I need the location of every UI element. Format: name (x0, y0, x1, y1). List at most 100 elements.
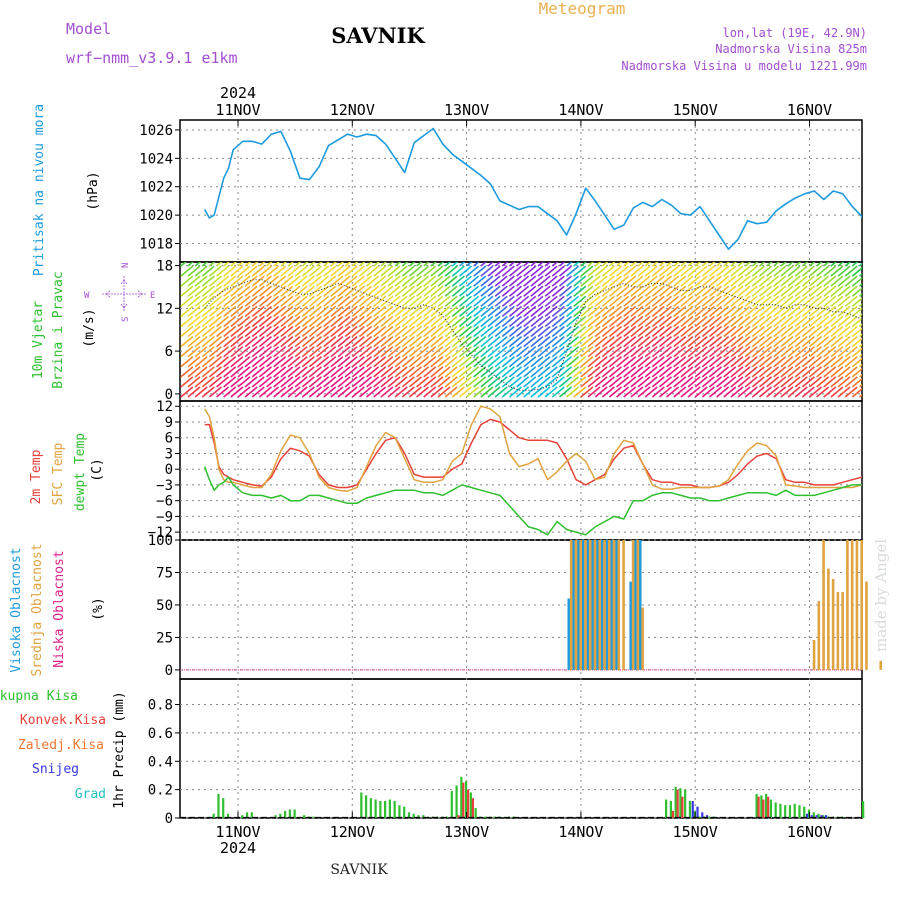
wind-barb (337, 346, 351, 358)
wind-barb (773, 346, 787, 358)
wind-barb (401, 325, 415, 338)
wind-barb (544, 325, 558, 338)
wind-barb (616, 262, 623, 267)
wind-barb (787, 262, 795, 267)
wind-barb (301, 265, 315, 277)
precip-total-bar (374, 799, 377, 818)
wind-barb (730, 325, 744, 338)
wind-barb (201, 356, 215, 368)
wind-barb (823, 325, 837, 338)
wind-barb (551, 336, 565, 348)
wind-barb (780, 275, 794, 287)
wind-barb (516, 315, 530, 328)
wind-barb (766, 366, 780, 378)
wind-barb (587, 262, 595, 267)
wind-barb (701, 295, 715, 307)
wind-barb (187, 356, 201, 368)
wind-barb (858, 283, 862, 287)
wind-barb (466, 376, 480, 388)
wind-barb (408, 295, 422, 307)
wind-barb (630, 275, 644, 287)
wind-barb (580, 285, 594, 297)
wind-barb (780, 325, 794, 338)
wind-barb (816, 265, 830, 277)
precip-conv-bar (471, 798, 474, 818)
wind-barb (401, 315, 415, 328)
wind-barb (194, 262, 202, 267)
wind-barb (601, 275, 615, 287)
wind-barb (766, 262, 773, 267)
wind-barb (851, 337, 862, 348)
wind-barb (258, 285, 272, 297)
wind-barb (716, 295, 730, 307)
wind-barb (816, 386, 830, 398)
wind-barb (851, 357, 862, 368)
wind-barb (423, 262, 430, 267)
wind-barb (287, 305, 301, 317)
wind-barb (823, 285, 837, 297)
wind-barb (294, 275, 308, 287)
wind-barb (558, 346, 572, 358)
wind-barb (737, 346, 751, 358)
wind-barb (366, 356, 380, 368)
wind-barb (237, 315, 251, 328)
cloud-mid-label: Srednja Oblacnost (30, 543, 45, 676)
wind-barb (216, 325, 230, 338)
wind-barb (444, 346, 458, 358)
wind-barb (323, 356, 337, 368)
wind-barb (223, 325, 237, 338)
wind-barb (187, 336, 201, 348)
wind-barb (594, 386, 608, 398)
wind-barb (244, 305, 258, 317)
wind-barb (337, 285, 351, 297)
wind-barb (273, 346, 287, 358)
wind-barb (251, 265, 265, 277)
wind-barb (373, 262, 380, 267)
wind-barb (194, 295, 208, 307)
wind-barb (537, 336, 551, 348)
wind-barb (587, 305, 601, 317)
wind-barb (801, 336, 815, 348)
wind-barb (823, 262, 830, 267)
wind-barb (808, 336, 823, 348)
wind-barb (508, 336, 522, 348)
wind-barb (673, 376, 687, 388)
wind-barb (666, 305, 680, 317)
wind-barb (280, 376, 294, 388)
wind-barb (180, 305, 194, 317)
wind-barb (237, 356, 251, 368)
wind-barb (694, 305, 708, 317)
wind-barb (530, 356, 544, 368)
wind-barb (608, 305, 622, 317)
wind-barb (666, 366, 680, 378)
wind-barb (837, 285, 851, 297)
wind-barb (516, 265, 530, 277)
wind-barb (201, 315, 215, 328)
wind-barb (787, 285, 801, 297)
wind-barb (666, 295, 680, 307)
wind-barb (666, 275, 680, 287)
wind-barb (344, 376, 358, 388)
precip-snow-bar (696, 806, 699, 818)
wind-barb (530, 325, 544, 338)
wind-barb (316, 275, 330, 287)
wind-barb (580, 262, 587, 267)
wind-barb (216, 336, 230, 348)
wind-barb (794, 315, 808, 328)
day-label-bottom: 13NOV (444, 823, 489, 841)
wind-barb (223, 295, 237, 307)
wind-barb (523, 336, 537, 348)
wind-barb (530, 275, 544, 287)
wind-barb (416, 262, 423, 267)
wind-barb (723, 295, 737, 307)
wind-barb (601, 356, 615, 368)
wind-barb (844, 295, 858, 307)
wind-barb (680, 356, 694, 368)
wind-barb (874, 316, 886, 326)
wind-barb (701, 376, 715, 388)
wind-barb (444, 386, 458, 398)
wind-barb (273, 265, 287, 277)
wind-barb (351, 346, 365, 358)
wind-barb (630, 386, 644, 398)
wind-barb (216, 265, 230, 277)
